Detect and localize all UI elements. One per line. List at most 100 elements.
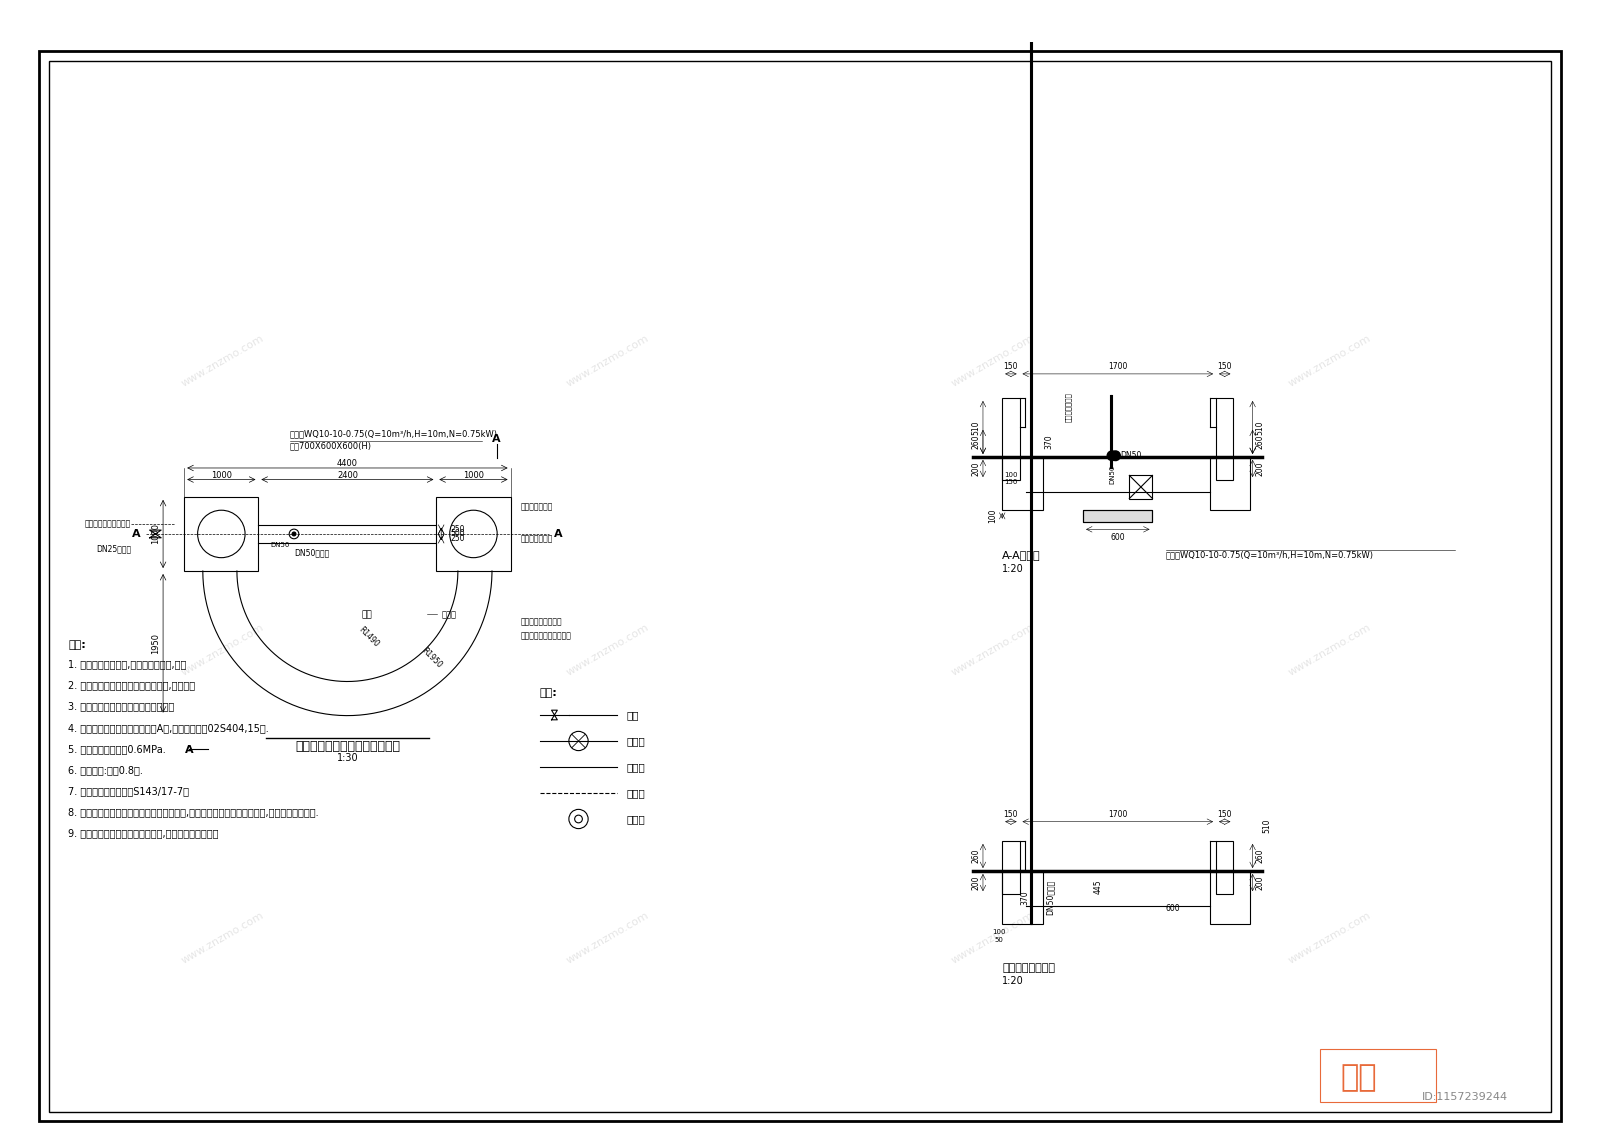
Text: 潜水泵WQ10-10-0.75(Q=10m³/h,H=10m,N=0.75kW): 潜水泵WQ10-10-0.75(Q=10m³/h,H=10m,N=0.75kW) — [1166, 551, 1374, 560]
Text: 图例:: 图例: — [539, 688, 558, 698]
Text: www.znzmo.com: www.znzmo.com — [949, 910, 1035, 966]
Text: 260: 260 — [1256, 434, 1264, 449]
Text: 给水管: 给水管 — [627, 762, 645, 772]
Text: 500: 500 — [451, 529, 466, 538]
Text: 1000: 1000 — [211, 472, 232, 481]
Text: A-A剖面图: A-A剖面图 — [1002, 551, 1042, 561]
Text: 1:20: 1:20 — [1002, 564, 1024, 575]
Text: R1950: R1950 — [419, 646, 443, 670]
Text: 370: 370 — [1045, 434, 1053, 449]
Text: 口宽度根据图纸: 口宽度根据图纸 — [1066, 392, 1072, 422]
Text: 潜水泵: 潜水泵 — [627, 814, 645, 824]
Text: 泵坑700X600X600(H): 泵坑700X600X600(H) — [290, 441, 371, 450]
Text: 9. 如现场情况与本设计有较大冲突,请及时与设计方协调: 9. 如现场情况与本设计有较大冲突,请及时与设计方协调 — [69, 829, 219, 838]
Text: www.znzmo.com: www.znzmo.com — [1286, 333, 1373, 388]
Text: A: A — [493, 434, 501, 444]
Text: 100: 100 — [992, 929, 1006, 935]
Text: 池壁基础做法同二号喷泉: 池壁基础做法同二号喷泉 — [520, 631, 571, 640]
Bar — [1216, 841, 1234, 895]
Bar — [1210, 871, 1250, 924]
Text: 就近排入雨水检查井出: 就近排入雨水检查井出 — [85, 520, 131, 529]
Text: 2. 水池补水管、溢水管采用镀锌钢管,丝扣连接: 2. 水池补水管、溢水管采用镀锌钢管,丝扣连接 — [69, 681, 195, 690]
Text: 200: 200 — [971, 461, 981, 476]
Circle shape — [1110, 451, 1120, 460]
Text: 1700: 1700 — [1109, 362, 1128, 371]
Text: www.znzmo.com: www.znzmo.com — [565, 910, 651, 966]
Text: 潜水泵WQ10-10-0.75(Q=10m³/h,H=10m,N=0.75kW): 潜水泵WQ10-10-0.75(Q=10m³/h,H=10m,N=0.75kW) — [290, 430, 498, 439]
Text: ID:1157239244: ID:1157239244 — [1421, 1093, 1507, 1103]
Text: R1490: R1490 — [357, 625, 381, 649]
Text: 一号喷泉水池给排水管线平面图: 一号喷泉水池给排水管线平面图 — [294, 740, 400, 753]
Text: 说明:: 说明: — [69, 640, 86, 650]
Text: 台色大理石筒体: 台色大理石筒体 — [520, 534, 552, 543]
Text: 1000: 1000 — [150, 524, 160, 544]
Bar — [1083, 510, 1152, 521]
Text: DN50: DN50 — [1109, 465, 1115, 484]
Text: 4400: 4400 — [338, 459, 358, 467]
Text: 5. 给水管试验压力为0.6MPa.: 5. 给水管试验压力为0.6MPa. — [69, 744, 166, 754]
Text: 8. 因甲方未提供溢水、泄水接口位置、标高,因此图中溢水管位置仅为示意,泄水采用动力泄水.: 8. 因甲方未提供溢水、泄水接口位置、标高,因此图中溢水管位置仅为示意,泄水采用… — [69, 808, 318, 818]
Bar — [1130, 475, 1152, 499]
Text: 200: 200 — [971, 875, 981, 890]
Text: DN50: DN50 — [1120, 450, 1141, 459]
Text: 1000: 1000 — [462, 472, 483, 481]
Text: 1:30: 1:30 — [336, 753, 358, 763]
Text: 150: 150 — [1218, 810, 1232, 819]
Bar — [1002, 871, 1043, 924]
Text: 370: 370 — [1021, 890, 1030, 905]
Text: www.znzmo.com: www.znzmo.com — [1286, 910, 1373, 966]
Text: 白色大理石池壁外饰: 白色大理石池壁外饰 — [520, 618, 562, 627]
Text: 水下灯: 水下灯 — [442, 610, 456, 619]
Circle shape — [293, 532, 296, 536]
Text: 260: 260 — [1256, 848, 1264, 863]
Text: www.znzmo.com: www.znzmo.com — [565, 333, 651, 388]
Bar — [1216, 398, 1234, 480]
Text: www.znzmo.com: www.znzmo.com — [1286, 622, 1373, 677]
Text: 200: 200 — [1256, 875, 1264, 890]
Text: 2400: 2400 — [338, 472, 358, 481]
Text: 260: 260 — [971, 848, 981, 863]
Bar — [184, 497, 259, 571]
Text: 3. 镀锌钢管埋地部分采用三油两布防腐: 3. 镀锌钢管埋地部分采用三油两布防腐 — [69, 701, 174, 711]
Text: 100
150: 100 150 — [1005, 472, 1018, 485]
Text: 150: 150 — [1003, 810, 1018, 819]
Text: 台色大理石柱头: 台色大理石柱头 — [520, 502, 552, 511]
Text: DN50溢水管: DN50溢水管 — [294, 549, 330, 558]
Text: 4. 管道穿池壁采用刚性防水套管A型,做法参照国标02S404,15页.: 4. 管道穿池壁采用刚性防水套管A型,做法参照国标02S404,15页. — [69, 723, 269, 733]
Text: www.znzmo.com: www.znzmo.com — [179, 910, 266, 966]
Text: DN50溢水管: DN50溢水管 — [1045, 880, 1054, 915]
Text: 排水管: 排水管 — [627, 788, 645, 798]
Text: 1:20: 1:20 — [1002, 976, 1024, 986]
Text: 溢水管做法示意图: 溢水管做法示意图 — [1002, 962, 1056, 973]
Text: A: A — [554, 529, 563, 539]
Bar — [1002, 841, 1019, 895]
Bar — [437, 497, 510, 571]
Text: 510: 510 — [1256, 421, 1264, 434]
Text: A: A — [184, 744, 194, 754]
Text: www.znzmo.com: www.znzmo.com — [565, 622, 651, 677]
Text: 100: 100 — [989, 509, 997, 524]
Text: www.znzmo.com: www.znzmo.com — [949, 622, 1035, 677]
Text: 6. 给水埋深:大于0.8米.: 6. 给水埋深:大于0.8米. — [69, 765, 142, 775]
Circle shape — [1107, 451, 1117, 460]
Text: 200: 200 — [1256, 461, 1264, 476]
Bar — [1320, 1050, 1435, 1102]
Text: 1. 水景喷泉循环水管,采用不锈钢钢管,焊接: 1. 水景喷泉循环水管,采用不锈钢钢管,焊接 — [69, 659, 187, 670]
Bar — [1083, 510, 1152, 521]
Text: 250: 250 — [451, 525, 466, 534]
Text: www.znzmo.com: www.znzmo.com — [179, 333, 266, 388]
Text: 445: 445 — [1094, 880, 1102, 895]
Text: 600: 600 — [1110, 533, 1125, 542]
Text: 知末: 知末 — [1341, 1063, 1376, 1093]
Text: 510: 510 — [971, 421, 981, 434]
Text: 1700: 1700 — [1109, 810, 1128, 819]
Text: 150: 150 — [1003, 362, 1018, 371]
Text: www.znzmo.com: www.znzmo.com — [949, 333, 1035, 388]
Text: A: A — [131, 529, 141, 539]
Text: 50: 50 — [995, 936, 1003, 942]
Text: 260: 260 — [971, 434, 981, 449]
Text: 150: 150 — [1218, 362, 1232, 371]
Text: DN25补水管: DN25补水管 — [96, 544, 131, 553]
Text: 水池: 水池 — [362, 611, 373, 620]
Text: 7. 阀门井做法参见国标S143/17-7页: 7. 阀门井做法参见国标S143/17-7页 — [69, 786, 189, 796]
